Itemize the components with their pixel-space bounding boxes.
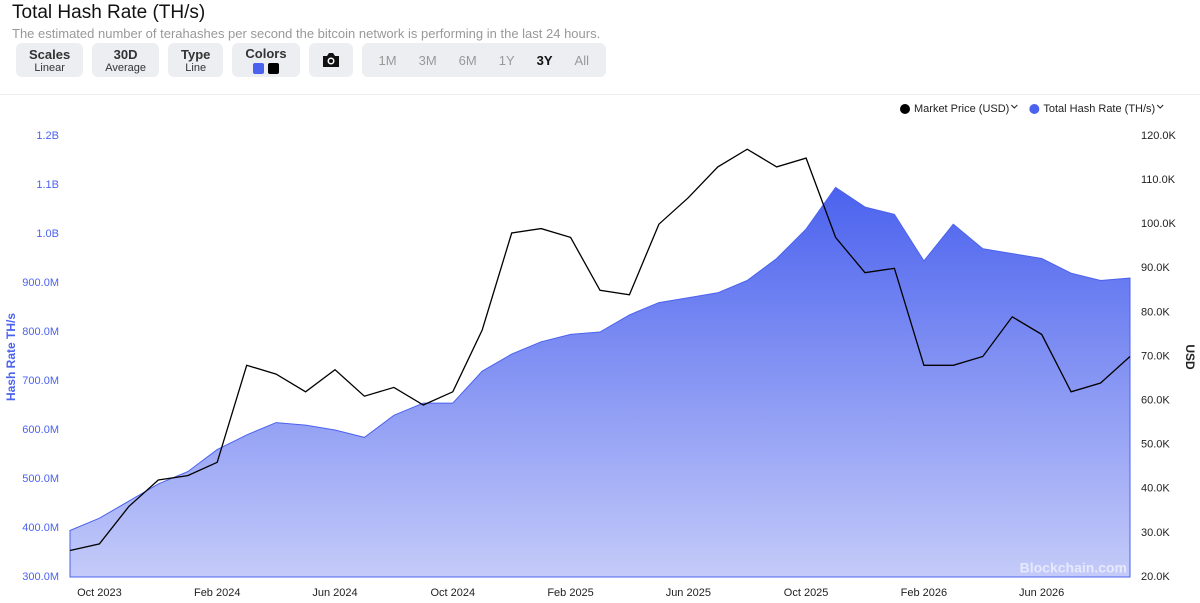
control-button[interactable]: Scales Linear: [16, 43, 84, 77]
toolbar: Scales Linear 30D Average Type Line Colors 1M 3M…: [16, 43, 606, 77]
legend-item[interactable]: Market Price (USD): [900, 103, 1018, 115]
range-button[interactable]: 1M: [378, 52, 397, 68]
color-swatch: [252, 63, 264, 74]
x-tick-label: Jun 2025: [666, 587, 711, 599]
range-button[interactable]: 3Y: [536, 52, 553, 68]
swatches: [252, 63, 279, 74]
y2-tick-label: 80.0K: [1141, 306, 1170, 318]
y2-tick-label: 50.0K: [1141, 439, 1170, 451]
control-button[interactable]: Type Line: [167, 43, 224, 77]
range-button[interactable]: 6M: [458, 52, 477, 68]
control-value: Average: [105, 61, 146, 74]
y2-tick-label: 100.0K: [1141, 218, 1177, 230]
watermark: Blockchain.com: [1020, 560, 1127, 576]
legend-caret: [1156, 104, 1164, 109]
y2-tick-label: 40.0K: [1141, 483, 1170, 495]
header: Total Hash Rate (TH/s) The estimated num…: [12, 2, 600, 41]
y-axis-title: Hash Rate TH/s: [4, 313, 18, 401]
y2-tick-label: 90.0K: [1141, 262, 1170, 274]
y-tick-label: 700.0M: [22, 375, 59, 387]
y-tick-label: 300.0M: [22, 571, 59, 583]
x-tick-label: Feb 2025: [547, 587, 593, 599]
legend-marker: [1029, 104, 1040, 114]
y2-tick-label: 20.0K: [1141, 571, 1170, 583]
legend-item[interactable]: Total Hash Rate (TH/s): [1029, 103, 1164, 115]
control-label: Scales: [29, 46, 71, 62]
control-label: Colors: [245, 46, 287, 61]
y-tick-label: 600.0M: [22, 424, 59, 436]
divider: [0, 94, 1200, 95]
x-tick-label: Feb 2024: [194, 587, 240, 599]
control-label: Type: [180, 46, 211, 62]
control-button[interactable]: 30D Average: [92, 43, 159, 77]
x-tick-label: Oct 2023: [77, 587, 122, 599]
y-tick-label: 500.0M: [22, 473, 59, 485]
y-tick-label: 1.2B: [36, 130, 59, 142]
title: Total Hash Rate (TH/s): [12, 2, 206, 23]
x-tick-label: Feb 2026: [901, 587, 947, 599]
y-tick-label: 400.0M: [22, 522, 59, 534]
legend-marker: [900, 104, 910, 114]
y2-axis-title: USD: [1183, 344, 1197, 370]
control-label: 30D: [113, 46, 138, 62]
legend-label: Market Price (USD): [914, 103, 1009, 115]
x-tick-label: Oct 2025: [784, 587, 829, 599]
x-tick-label: Jun 2026: [1019, 587, 1064, 599]
subtitle: The estimated number of terahashes per s…: [12, 26, 601, 41]
legend-label: Total Hash Rate (TH/s): [1043, 103, 1155, 115]
x-tick-label: Oct 2024: [430, 587, 475, 599]
colors-button[interactable]: Colors: [232, 43, 300, 77]
control-value: Line: [185, 61, 207, 74]
line: [69, 148, 1131, 552]
camera-icon: [322, 53, 339, 67]
y-tick-label: 900.0M: [22, 277, 59, 289]
y-tick-label: 1.1B: [36, 179, 59, 191]
camera-button[interactable]: [308, 43, 353, 77]
x-tick-label: Jun 2024: [312, 587, 357, 599]
legend-caret: [1010, 104, 1018, 109]
y2-tick-label: 70.0K: [1141, 350, 1170, 362]
area: [69, 186, 1131, 578]
y2-tick-label: 30.0K: [1141, 527, 1170, 539]
range-button[interactable]: All: [574, 52, 589, 68]
color-swatch: [267, 63, 279, 74]
range-group: 1M 3M 6M 1Y 3Y All: [361, 43, 606, 77]
y2-tick-label: 110.0K: [1141, 174, 1176, 186]
control-value: Linear: [34, 61, 65, 74]
range-button[interactable]: 3M: [418, 52, 437, 68]
range-button[interactable]: 1Y: [498, 52, 515, 68]
y2-tick-label: 120.0K: [1141, 130, 1177, 142]
y-tick-label: 1.0B: [36, 228, 59, 240]
y-tick-label: 800.0M: [22, 326, 59, 338]
y2-tick-label: 60.0K: [1141, 395, 1170, 407]
